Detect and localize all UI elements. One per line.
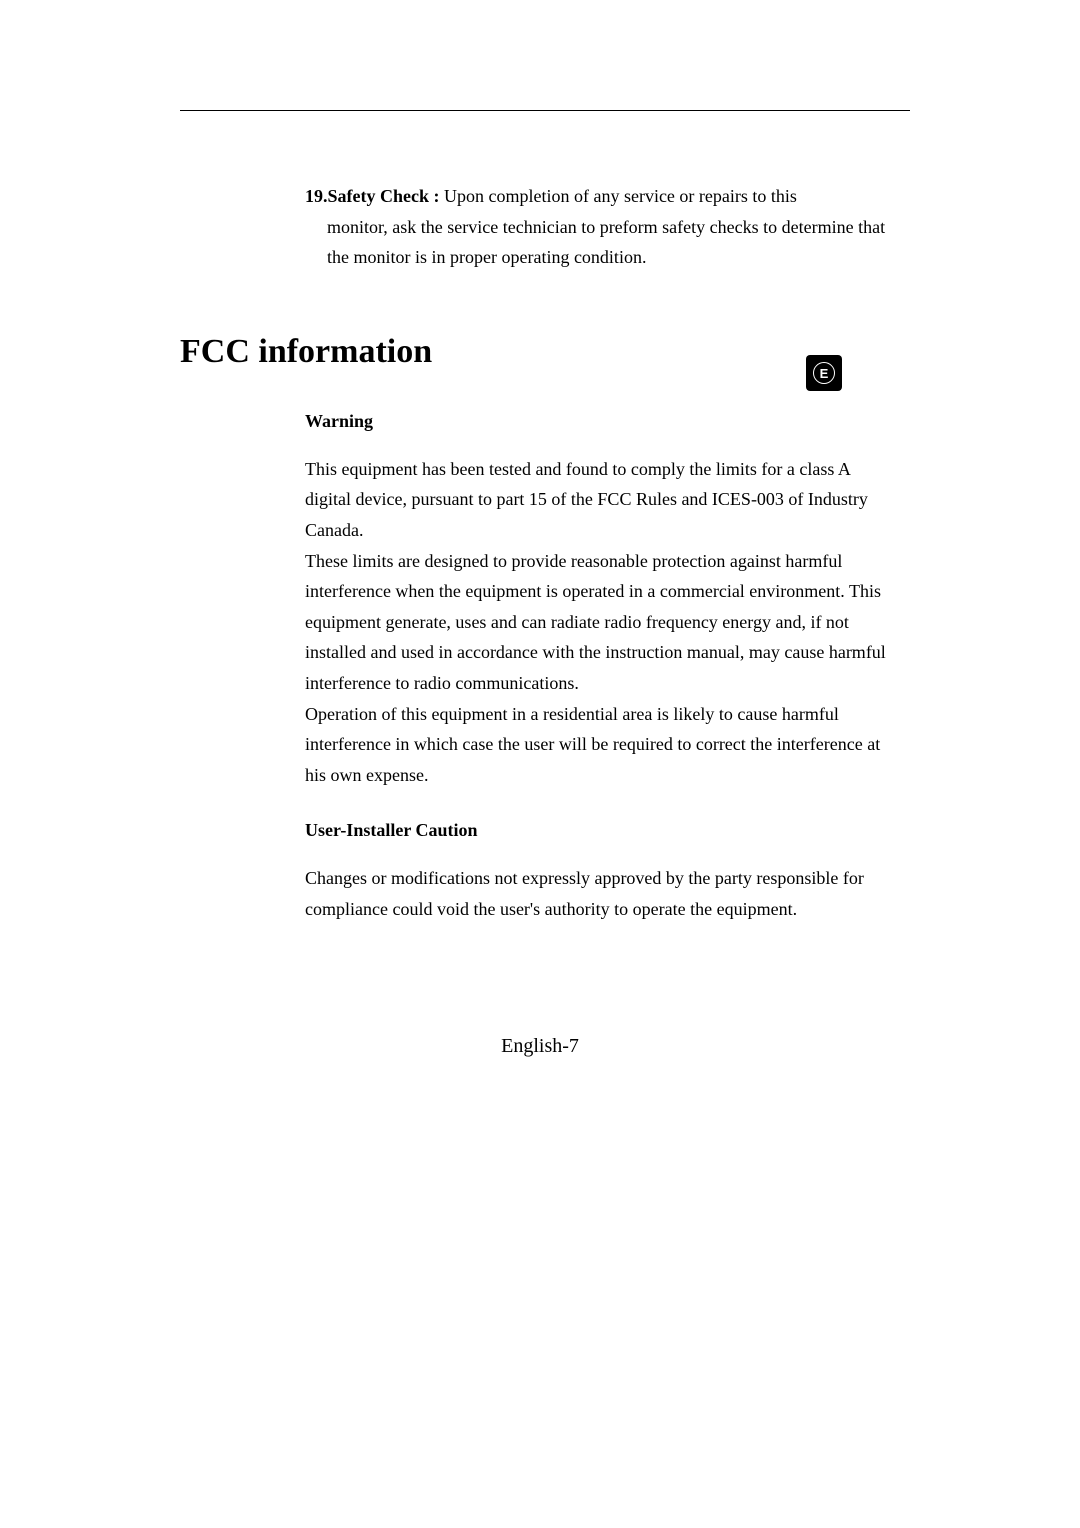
safety-text-cont: monitor, ask the service technician to p…	[305, 212, 900, 273]
header-rule	[180, 110, 910, 111]
caution-heading: User-Installer Caution	[305, 820, 910, 841]
warning-heading: Warning	[305, 411, 910, 432]
safety-check-item: 19.Safety Check : Upon completion of any…	[305, 181, 900, 273]
caution-para: Changes or modifications not expressly a…	[305, 863, 900, 924]
warning-para1: This equipment has been tested and found…	[305, 454, 900, 546]
paragraph-gap	[180, 790, 910, 820]
warning-para2: These limits are designed to provide rea…	[305, 546, 900, 699]
language-badge: E	[806, 355, 842, 391]
list-number: 19.	[305, 186, 328, 206]
language-badge-letter: E	[813, 362, 835, 384]
list-label: Safety Check :	[328, 186, 444, 206]
page-content: 19.Safety Check : Upon completion of any…	[0, 0, 1080, 925]
page-number: English-7	[0, 1035, 1080, 1058]
warning-para3: Operation of this equipment in a residen…	[305, 699, 900, 791]
section-title-fcc: FCC information	[180, 333, 910, 371]
safety-text-line1: Upon completion of any service or repair…	[444, 186, 797, 206]
